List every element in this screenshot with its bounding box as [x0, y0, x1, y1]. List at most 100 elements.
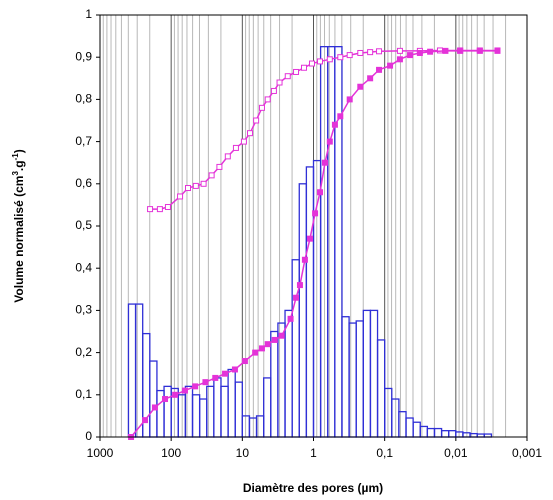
- y-tick-label: 0,3: [75, 303, 92, 317]
- y-tick-label: 0,5: [75, 218, 92, 232]
- marker: [224, 153, 231, 160]
- marker: [331, 121, 338, 128]
- marker: [457, 47, 464, 54]
- bar: [263, 377, 272, 438]
- bar: [376, 339, 386, 438]
- marker: [296, 282, 303, 289]
- marker: [231, 366, 238, 373]
- marker: [253, 117, 260, 124]
- bar: [419, 425, 429, 438]
- marker: [346, 96, 353, 103]
- marker: [278, 332, 285, 339]
- marker: [357, 83, 364, 90]
- x-tick-label: 0,1: [376, 446, 393, 460]
- bar: [270, 330, 279, 438]
- y-tick-label: 1: [85, 7, 92, 21]
- marker: [293, 68, 300, 75]
- marker: [212, 374, 219, 381]
- marker: [376, 66, 383, 73]
- y-tick-label: 0,8: [75, 92, 92, 106]
- marker: [317, 58, 324, 65]
- marker: [317, 189, 324, 196]
- marker: [367, 49, 374, 56]
- marker: [396, 47, 403, 54]
- bar: [426, 427, 436, 438]
- marker: [326, 138, 333, 145]
- marker: [321, 159, 328, 166]
- marker: [192, 182, 199, 189]
- x-tick-label: 10: [236, 446, 250, 460]
- bar: [298, 183, 308, 438]
- bar: [448, 430, 457, 438]
- marker: [416, 49, 423, 56]
- marker: [222, 370, 229, 377]
- marker: [276, 79, 283, 86]
- marker: [164, 204, 171, 211]
- y-axis-title-part: -1: [11, 153, 20, 161]
- marker: [337, 54, 344, 61]
- bar: [405, 417, 414, 438]
- y-axis-title-part: ): [12, 149, 26, 153]
- marker: [300, 64, 307, 71]
- y-tick-label: 0,2: [75, 345, 92, 359]
- marker: [396, 56, 403, 63]
- marker: [247, 130, 254, 137]
- x-tick-label: 100: [161, 446, 181, 460]
- marker: [147, 206, 154, 213]
- y-axis-title-part: .g: [12, 160, 26, 171]
- x-tick-label: 1000: [87, 446, 114, 460]
- marker: [308, 60, 315, 67]
- marker: [232, 144, 239, 151]
- bar: [234, 381, 243, 438]
- marker: [326, 56, 333, 63]
- marker: [181, 387, 188, 394]
- y-axis-title: Volume normalisé (cm3.g-1): [11, 149, 27, 302]
- marker: [357, 49, 364, 56]
- bar: [198, 398, 208, 438]
- y-tick-label: 0,9: [75, 49, 92, 63]
- marker: [376, 48, 383, 55]
- marker: [337, 113, 344, 120]
- marker: [200, 180, 207, 187]
- y-tick-label: 0: [85, 429, 92, 443]
- y-tick-label: 0,6: [75, 176, 92, 190]
- marker: [407, 52, 414, 59]
- bar: [412, 421, 421, 438]
- y-tick-label: 0,4: [75, 260, 92, 274]
- bar: [348, 322, 357, 438]
- marker: [427, 48, 434, 55]
- bar: [227, 368, 236, 438]
- marker: [494, 47, 501, 54]
- x-tick-label: 1: [310, 446, 317, 460]
- marker: [241, 358, 248, 365]
- bar: [355, 320, 364, 438]
- line: [130, 50, 498, 438]
- bar: [206, 385, 215, 438]
- marker: [185, 185, 192, 192]
- bar: [134, 303, 144, 438]
- bar: [305, 166, 315, 438]
- marker: [306, 235, 313, 242]
- y-tick-label: 0,7: [75, 134, 92, 148]
- marker: [258, 104, 265, 111]
- marker: [202, 379, 209, 386]
- marker: [312, 210, 319, 217]
- marker: [476, 47, 483, 54]
- marker: [367, 75, 374, 82]
- x-tick-label: 0,001: [512, 446, 542, 460]
- bar: [220, 385, 229, 438]
- y-tick-label: 0,1: [75, 387, 92, 401]
- marker: [442, 47, 449, 54]
- marker: [151, 404, 158, 411]
- marker: [172, 391, 179, 398]
- marker: [216, 163, 223, 170]
- bar: [440, 430, 450, 438]
- bar: [433, 427, 443, 438]
- marker: [177, 193, 184, 200]
- marker: [264, 341, 271, 348]
- marker: [252, 349, 259, 356]
- marker: [284, 73, 291, 80]
- y-axis-title-part: 3: [11, 171, 20, 176]
